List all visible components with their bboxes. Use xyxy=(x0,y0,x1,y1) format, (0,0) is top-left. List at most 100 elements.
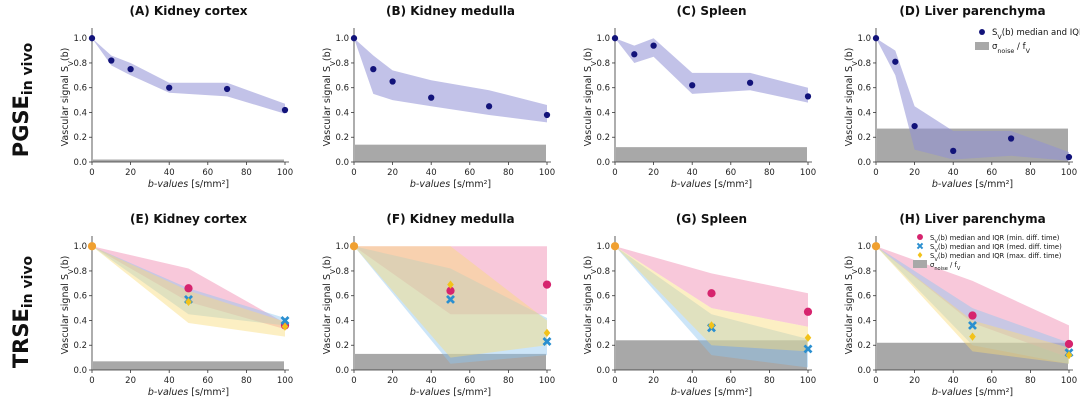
noise-band xyxy=(355,353,546,370)
y-tick-label: 0.8 xyxy=(596,267,610,277)
x-axis-label: b-values [s/mm²] xyxy=(148,387,229,398)
y-tick-label: 0.2 xyxy=(335,133,349,143)
data-point xyxy=(804,333,812,342)
data-point xyxy=(689,82,696,89)
x-tick-label: 80 xyxy=(503,376,514,386)
y-tick-label: 0.8 xyxy=(335,267,349,277)
data-point xyxy=(803,344,813,354)
legend-marker xyxy=(979,29,985,35)
y-tick-label: 0.6 xyxy=(596,84,610,94)
data-point xyxy=(611,35,619,42)
x-tick-label: 100 xyxy=(1061,168,1077,178)
x-tick-label: 0 xyxy=(873,168,878,178)
data-point xyxy=(281,106,289,114)
x-tick-label: 40 xyxy=(164,168,175,178)
iqr-band-0 xyxy=(615,38,808,103)
data-point xyxy=(650,42,657,49)
data-point xyxy=(447,280,454,289)
data-point xyxy=(88,35,96,42)
row-label-trse-main: TRSE xyxy=(9,308,33,368)
data-point xyxy=(543,328,551,337)
y-tick-label: 0.0 xyxy=(857,366,871,376)
y-tick-label: 0.2 xyxy=(596,133,610,143)
panel-title: (A) Kidney cortex xyxy=(129,4,247,18)
data-point xyxy=(446,286,455,295)
data-point xyxy=(350,35,358,42)
y-axis-label: Vascular signal SV(b) xyxy=(60,256,75,355)
data-point xyxy=(543,111,551,119)
x-tick-label: 80 xyxy=(1025,376,1036,386)
x-tick-label: 60 xyxy=(725,376,736,386)
data-point xyxy=(280,316,290,325)
chart-panel-6: (G) Spleen 0.0 0.2 0.4 0.6 0.8 1.0 0 20 40 60 80 100… xyxy=(583,212,816,398)
x-tick-label: 40 xyxy=(948,168,959,178)
y-tick-label: 0.8 xyxy=(857,267,871,277)
noise-band xyxy=(877,342,1068,370)
x-tick-label: 0 xyxy=(89,168,94,178)
row-label-trse-sub: in vivo xyxy=(20,255,36,308)
data-point xyxy=(804,93,812,100)
data-point xyxy=(610,242,620,251)
y-tick-label: 0.2 xyxy=(335,341,349,351)
data-point xyxy=(542,280,552,289)
legend-marker xyxy=(917,234,923,240)
data-point xyxy=(968,311,977,320)
iqr-band-1 xyxy=(354,246,547,364)
x-tick-label: 0 xyxy=(873,376,878,386)
y-tick-label: 0.0 xyxy=(857,158,871,168)
iqr-band-0 xyxy=(615,246,808,327)
y-tick-label: 1.0 xyxy=(335,242,349,252)
y-tick-label: 1.0 xyxy=(73,242,87,252)
x-tick-label: 100 xyxy=(800,376,816,386)
data-point xyxy=(127,66,134,73)
x-tick-label: 100 xyxy=(539,376,555,386)
legend-label: SV(b) median and IQR (med. diff. time) xyxy=(930,243,1062,254)
y-tick-label: 0.8 xyxy=(335,59,349,69)
y-axis-label: Vascular signal SV(b) xyxy=(322,256,337,355)
y-tick-label: 0.6 xyxy=(857,84,871,94)
y-tick-label: 0.6 xyxy=(335,84,349,94)
data-point xyxy=(803,307,813,316)
data-point xyxy=(950,147,957,154)
y-axis-label: Vascular signal SV(b) xyxy=(844,48,859,147)
panel-title: (D) Liver parenchyma xyxy=(899,4,1045,18)
y-tick-label: 1.0 xyxy=(73,34,87,44)
y-tick-label: 0.4 xyxy=(73,316,87,326)
x-tick-label: 20 xyxy=(387,168,398,178)
x-tick-label: 100 xyxy=(800,168,816,178)
y-tick-label: 0.8 xyxy=(857,59,871,69)
legend-marker xyxy=(916,242,924,250)
y-tick-label: 0.2 xyxy=(857,133,871,143)
data-point xyxy=(1064,339,1074,349)
iqr-band-0 xyxy=(354,246,547,315)
y-axis-label: Vascular signal SV(b) xyxy=(583,256,598,355)
y-tick-label: 0.8 xyxy=(73,59,87,69)
panel-title: (G) Spleen xyxy=(676,212,747,226)
data-point xyxy=(542,337,552,346)
y-tick-label: 0.6 xyxy=(73,84,87,94)
row-label-pgse-main: PGSE xyxy=(9,95,33,157)
x-axis-label: b-values [s/mm²] xyxy=(148,179,229,190)
y-axis-label: Vascular signal SV(b) xyxy=(60,48,75,147)
data-point xyxy=(968,320,977,330)
x-tick-label: 80 xyxy=(764,168,775,178)
data-point xyxy=(223,85,231,93)
panel-title: (E) Kidney cortex xyxy=(130,212,247,226)
noise-band xyxy=(616,147,807,162)
y-tick-label: 0.6 xyxy=(73,292,87,302)
x-tick-label: 0 xyxy=(89,376,94,386)
y-tick-label: 1.0 xyxy=(335,34,349,44)
y-tick-label: 0.0 xyxy=(73,158,87,168)
data-point xyxy=(746,79,754,86)
y-tick-label: 0.6 xyxy=(596,292,610,302)
panel-title: (C) Spleen xyxy=(676,4,746,18)
x-tick-label: 60 xyxy=(464,168,475,178)
x-tick-label: 40 xyxy=(687,168,698,178)
svg-text:TRSEin vivo: TRSEin vivo xyxy=(9,255,36,368)
x-tick-label: 40 xyxy=(164,376,175,386)
y-tick-label: 0.4 xyxy=(857,316,871,326)
chart-panel-1: (B) Kidney medulla 0.0 0.2 0.4 0.6 0.8 1.0 0 20 4… xyxy=(322,4,555,190)
x-tick-label: 20 xyxy=(909,376,920,386)
y-axis-label: Vascular signal SV(b) xyxy=(583,48,598,147)
chart-panel-5: (F) Kidney medulla 0.0 0.2 0.4 0.6 0.8 1.0 0 20 4… xyxy=(322,212,555,398)
